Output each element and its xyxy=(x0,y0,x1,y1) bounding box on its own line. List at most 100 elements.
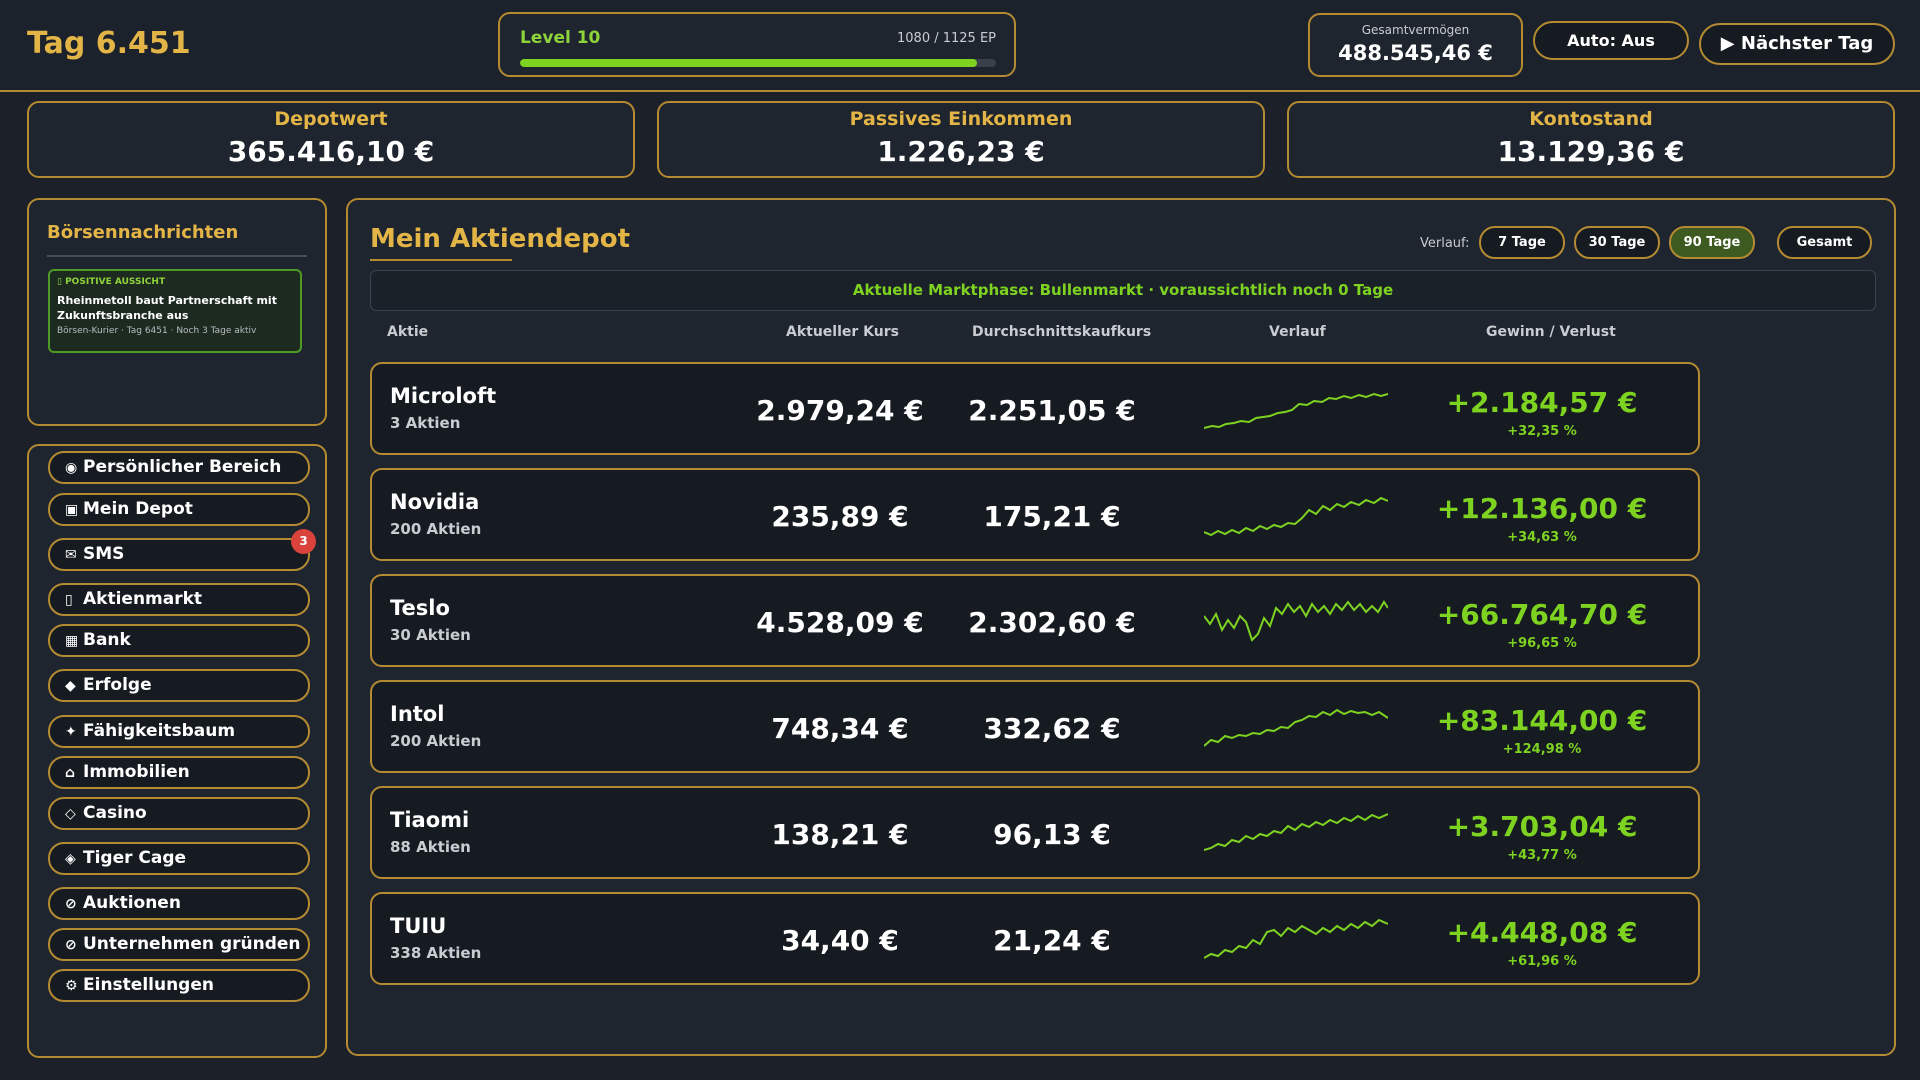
stock-gain-percent: +43,77 % xyxy=(1507,848,1577,863)
total-wealth-label: Gesamtvermögen xyxy=(1361,23,1470,37)
market-phase-banner: Aktuelle Marktphase: Bullenmarkt · vorau… xyxy=(370,270,1876,311)
stock-gain: +83.144,00 € xyxy=(1436,704,1648,737)
nav-item-unternehmen-gruenden[interactable]: ⊘ Unternehmen gründen xyxy=(48,928,310,961)
stat-value: 13.129,36 € xyxy=(1497,135,1685,168)
stat-label: Passives Einkommen xyxy=(849,108,1073,130)
sparkline xyxy=(1204,600,1388,642)
stat-label: Kontostand xyxy=(1529,108,1653,130)
nav-item-mein-depot[interactable]: ▣ Mein Depot xyxy=(48,493,310,526)
nav-item-label: Casino xyxy=(83,803,147,823)
nav-item-label: Erfolge xyxy=(83,675,152,695)
range-button-7-tage[interactable]: 7 Tage xyxy=(1479,226,1565,259)
stock-qty: 338 Aktien xyxy=(390,944,482,962)
level-box: Level 10 1080 / 1125 EP xyxy=(498,12,1016,77)
sms-unread-badge: 3 xyxy=(291,529,316,554)
nav-item-erfolge[interactable]: ◆ Erfolge xyxy=(48,669,310,702)
level-progress-fill xyxy=(520,59,977,67)
level-label: Level 10 xyxy=(520,28,601,48)
news-tag: ▯ POSITIVE AUSSICHT xyxy=(57,277,166,287)
stock-row[interactable]: TUIU 338 Aktien 34,40 € 21,24 € +4.448,0… xyxy=(370,892,1700,985)
news-title: Börsennachrichten xyxy=(47,222,239,243)
nav-item-label: Tiger Cage xyxy=(83,848,187,868)
sparkline xyxy=(1204,813,1388,851)
stock-name: Novidia xyxy=(390,490,480,514)
nav-item-label: Immobilien xyxy=(83,762,190,782)
column-header-avg: Durchschnittskaufkurs xyxy=(972,324,1152,340)
nav-item-persoenlicher-bereich[interactable]: ◉ Persönlicher Bereich xyxy=(48,451,310,484)
stat-label: Depotwert xyxy=(274,108,388,130)
stock-row[interactable]: Teslo 30 Aktien 4.528,09 € 2.302,60 € +6… xyxy=(370,574,1700,667)
stock-gain-percent: +34,63 % xyxy=(1507,530,1577,545)
total-wealth-value: 488.545,46 € xyxy=(1338,41,1493,65)
stock-row[interactable]: Intol 200 Aktien 748,34 € 332,62 € +83.1… xyxy=(370,680,1700,773)
profile-icon: ◉ xyxy=(65,460,78,476)
sparkline xyxy=(1204,918,1388,959)
range-button-30-tage[interactable]: 30 Tage xyxy=(1574,226,1660,259)
stock-row[interactable]: Tiaomi 88 Aktien 138,21 € 96,13 € +3.703… xyxy=(370,786,1700,879)
next-day-button[interactable]: ▶ Nächster Tag xyxy=(1699,23,1895,65)
diamond-icon: ◆ xyxy=(65,678,76,694)
news-meta: Börsen-Kurier · Tag 6451 · Noch 3 Tage a… xyxy=(57,326,257,336)
nav-item-label: Persönlicher Bereich xyxy=(83,457,282,477)
nav-item-einstellungen[interactable]: ⚙ Einstellungen xyxy=(48,969,310,1002)
stock-price: 138,21 € xyxy=(771,818,909,851)
nav-item-casino[interactable]: ◇ Casino xyxy=(48,797,310,830)
nav-item-faehigkeitsbaum[interactable]: ✦ Fähigkeitsbaum xyxy=(48,715,310,748)
stock-avg-price: 2.302,60 € xyxy=(968,606,1136,639)
nav-item-auktionen[interactable]: ⊘ Auktionen xyxy=(48,887,310,920)
stock-gain: +12.136,00 € xyxy=(1436,492,1648,525)
mail-icon: ✉ xyxy=(65,547,77,563)
gear-icon: ⚙ xyxy=(65,978,78,994)
bank-icon: ▦ xyxy=(65,633,79,649)
nav-item-label: Auktionen xyxy=(83,893,181,913)
stock-avg-price: 332,62 € xyxy=(983,712,1121,745)
stock-name: Intol xyxy=(390,702,445,726)
nav-item-immobilien[interactable]: ⌂ Immobilien xyxy=(48,756,310,789)
stock-row[interactable]: Microloft 3 Aktien 2.979,24 € 2.251,05 €… xyxy=(370,362,1700,455)
nav-item-label: Aktienmarkt xyxy=(83,589,203,609)
stock-qty: 3 Aktien xyxy=(390,414,461,432)
stock-gain-percent: +124,98 % xyxy=(1502,742,1582,757)
stock-gain-percent: +96,65 % xyxy=(1507,636,1577,651)
news-headline: Rheinmetoll baut Partnerschaft mit Zukun… xyxy=(57,294,277,322)
stock-price: 34,40 € xyxy=(781,924,899,957)
stock-qty: 30 Aktien xyxy=(390,626,471,644)
stock-row[interactable]: Novidia 200 Aktien 235,89 € 175,21 € +12… xyxy=(370,468,1700,561)
nav-item-bank[interactable]: ▦ Bank xyxy=(48,624,310,657)
sparkline xyxy=(1204,708,1388,747)
stock-qty: 88 Aktien xyxy=(390,838,471,856)
blocked-icon: ⊘ xyxy=(65,896,77,912)
stock-qty: 200 Aktien xyxy=(390,732,482,750)
stock-price: 235,89 € xyxy=(771,500,909,533)
column-header-aktie: Aktie xyxy=(387,324,429,340)
column-header-kurs: Aktueller Kurs xyxy=(786,324,899,340)
nav-item-tiger-cage[interactable]: ◈ Tiger Cage xyxy=(48,842,310,875)
stock-market-icon: ▯ xyxy=(65,592,73,608)
nav-item-sms[interactable]: ✉ SMS xyxy=(48,538,310,571)
auto-toggle-button[interactable]: Auto: Aus xyxy=(1533,21,1689,60)
level-progress-bar xyxy=(520,59,996,67)
column-header-verlauf: Verlauf xyxy=(1269,324,1326,340)
column-header-gewinn: Gewinn / Verlust xyxy=(1486,324,1616,340)
stock-name: Tiaomi xyxy=(390,808,470,832)
news-item[interactable]: ▯ POSITIVE AUSSICHT Rheinmetoll baut Par… xyxy=(48,269,302,353)
diamond-outline-icon: ◇ xyxy=(65,806,76,822)
page-title: Mein Aktiendepot xyxy=(370,224,631,254)
stock-gain: +66.764,70 € xyxy=(1436,598,1648,631)
range-button-90-tage[interactable]: 90 Tage xyxy=(1669,226,1755,259)
divider xyxy=(47,255,307,257)
nav-item-aktienmarkt[interactable]: ▯ Aktienmarkt xyxy=(48,583,310,616)
stock-name: Microloft xyxy=(390,384,497,408)
stock-avg-price: 96,13 € xyxy=(993,818,1111,851)
stock-avg-price: 2.251,05 € xyxy=(968,394,1136,427)
nav-item-label: Mein Depot xyxy=(83,499,193,519)
news-panel: Börsennachrichten ▯ POSITIVE AUSSICHT Rh… xyxy=(27,198,327,426)
depot-icon: ▣ xyxy=(65,502,79,518)
range-button-gesamt[interactable]: Gesamt xyxy=(1777,226,1872,259)
stock-name: Teslo xyxy=(390,596,450,620)
stock-gain-percent: +32,35 % xyxy=(1507,424,1577,439)
stock-price: 2.979,24 € xyxy=(756,394,924,427)
level-ep: 1080 / 1125 EP xyxy=(897,31,996,46)
house-icon: ⌂ xyxy=(65,765,76,781)
title-underline xyxy=(370,259,512,261)
